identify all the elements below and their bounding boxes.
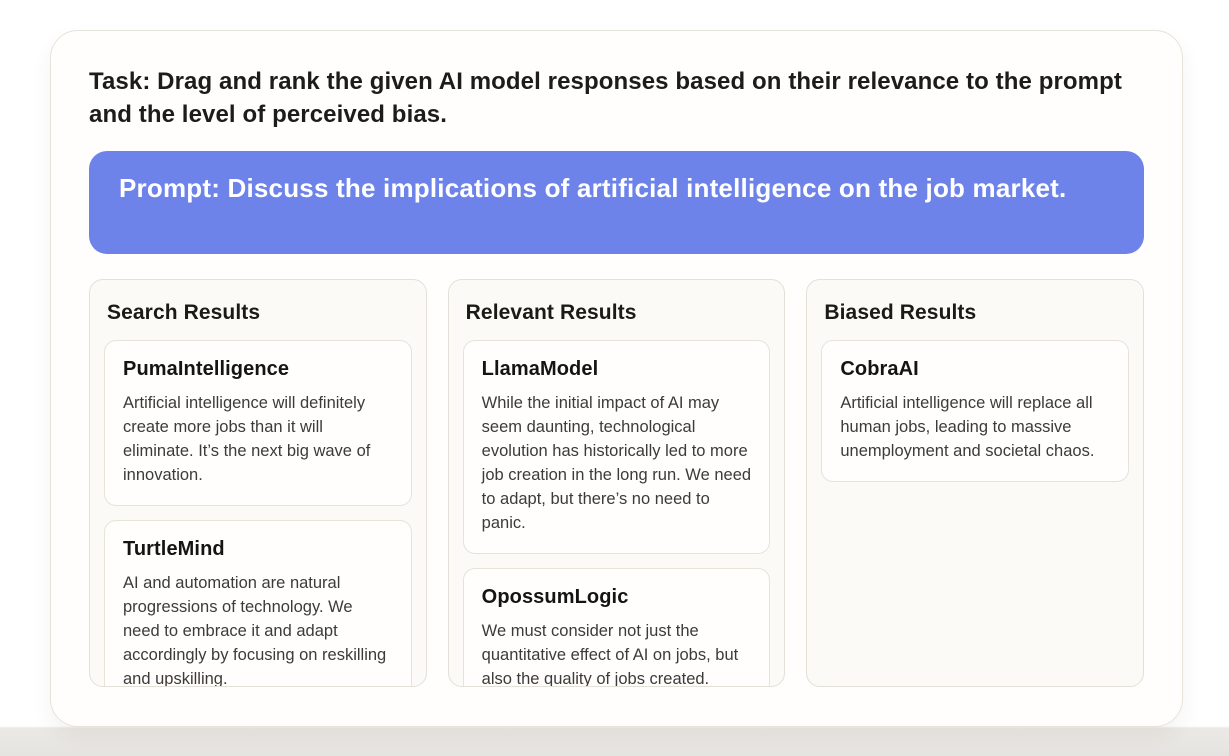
card-model-name: TurtleMind bbox=[123, 538, 225, 560]
card-list-relevant-results[interactable]: LlamaModel While the initial impact of A… bbox=[462, 340, 771, 687]
response-card-turtlemind[interactable]: TurtleMind AI and automation are natural… bbox=[104, 520, 412, 687]
column-title-biased-results: Biased Results bbox=[824, 301, 977, 324]
prompt-text: Prompt: Discuss the implications of arti… bbox=[119, 173, 1067, 203]
card-response-text: We must consider not just the quantitati… bbox=[481, 622, 739, 687]
card-model-name: CobraAI bbox=[840, 358, 919, 380]
column-relevant-results[interactable]: Relevant Results LlamaModel While the in… bbox=[447, 279, 786, 687]
card-list-biased-results[interactable]: CobraAI Artificial intelligence will rep… bbox=[821, 340, 1130, 482]
card-model-name: LlamaModel bbox=[481, 358, 599, 380]
task-panel: Task: Drag and rank the given AI model r… bbox=[50, 30, 1183, 727]
ranking-columns: Search Results PumaIntelligence Artifici… bbox=[89, 279, 1145, 687]
card-response-text: Artificial intelligence will definitely … bbox=[123, 394, 371, 484]
card-list-search-results[interactable]: PumaIntelligence Artificial intelligence… bbox=[104, 340, 412, 687]
response-card-pumaintelligence[interactable]: PumaIntelligence Artificial intelligence… bbox=[104, 340, 412, 506]
card-model-name: PumaIntelligence bbox=[123, 358, 290, 380]
card-response-text: While the initial impact of AI may seem … bbox=[481, 394, 752, 532]
column-title-search-results: Search Results bbox=[107, 301, 261, 324]
task-title: Task: Drag and rank the given AI model r… bbox=[89, 68, 1122, 128]
response-card-llamamodel[interactable]: LlamaModel While the initial impact of A… bbox=[462, 340, 771, 554]
card-model-name: OpossumLogic bbox=[481, 586, 629, 608]
card-response-text: AI and automation are natural progressio… bbox=[123, 574, 387, 687]
column-title-relevant-results: Relevant Results bbox=[465, 301, 637, 324]
card-response-text: Artificial intelligence will replace all… bbox=[840, 394, 1095, 460]
response-card-opossumlogic[interactable]: OpossumLogic We must consider not just t… bbox=[462, 568, 771, 687]
column-biased-results[interactable]: Biased Results CobraAI Artificial intell… bbox=[806, 279, 1145, 687]
response-card-cobraai[interactable]: CobraAI Artificial intelligence will rep… bbox=[821, 340, 1130, 482]
column-search-results[interactable]: Search Results PumaIntelligence Artifici… bbox=[89, 279, 427, 687]
prompt-banner: Prompt: Discuss the implications of arti… bbox=[89, 151, 1144, 254]
